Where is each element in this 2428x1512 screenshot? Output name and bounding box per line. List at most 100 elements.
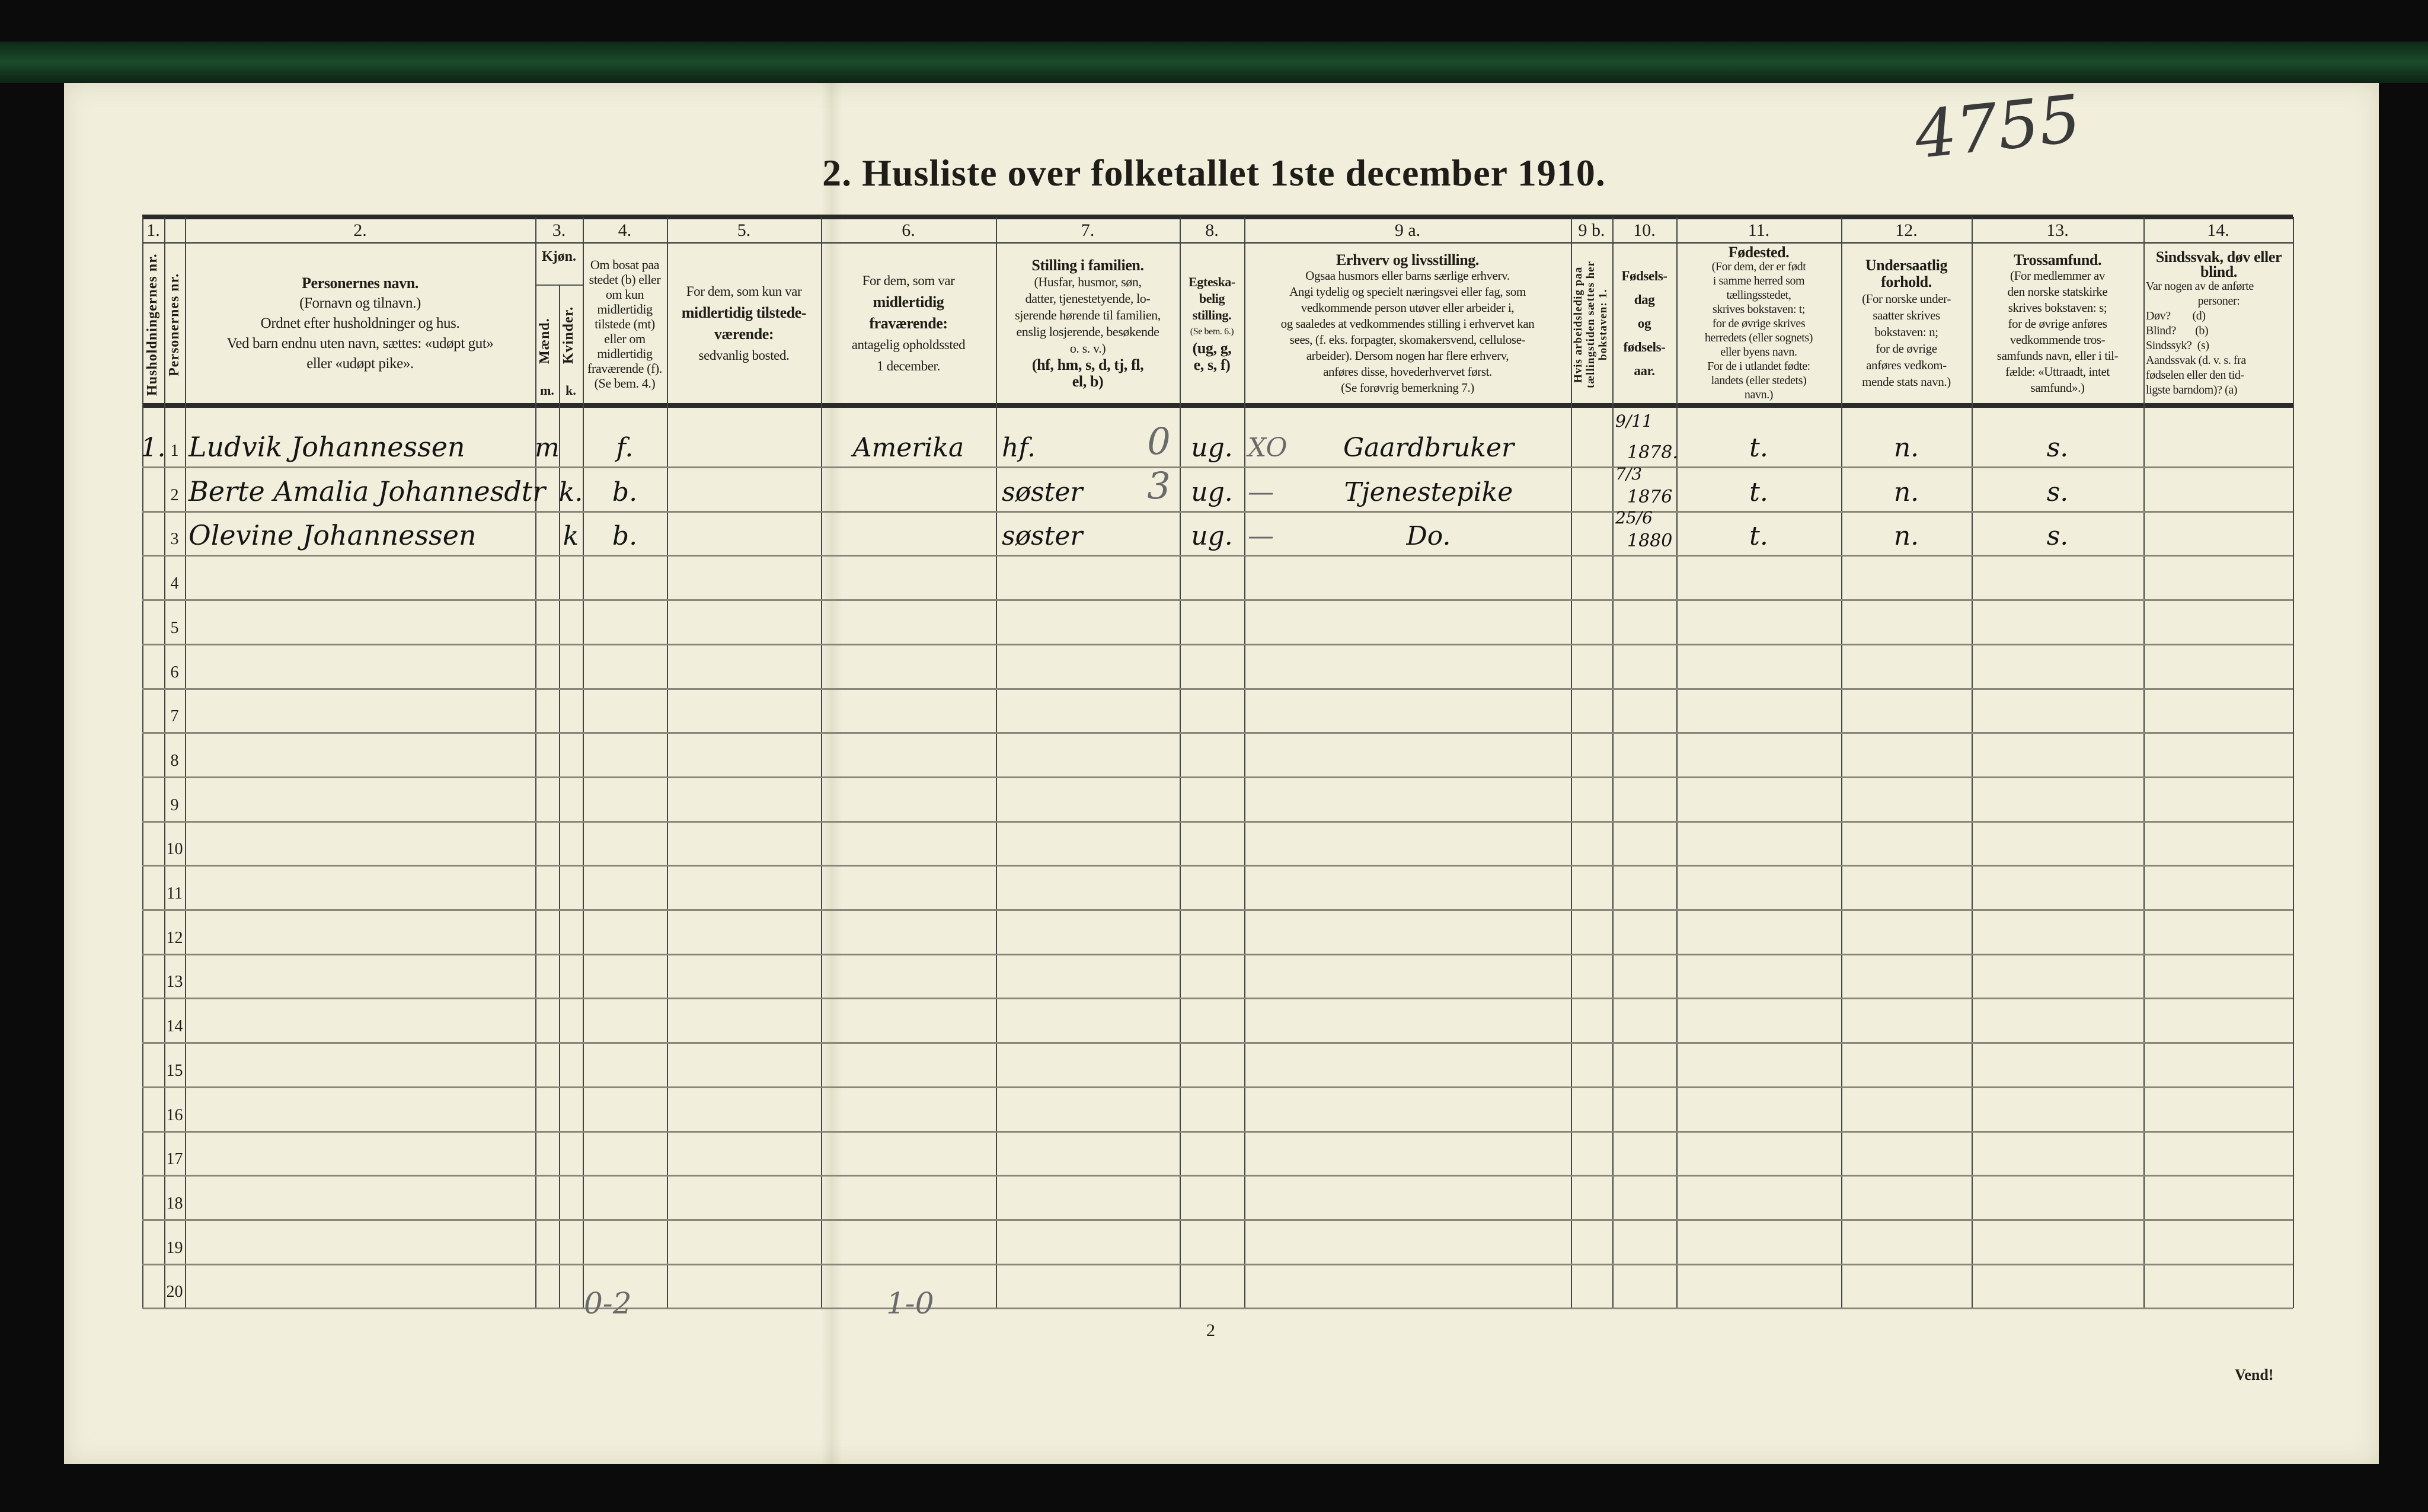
- entry-religion: s.: [2046, 477, 2069, 507]
- entry-marital: ug.: [1191, 433, 1233, 463]
- entry-birth-day: 7/3: [1615, 463, 1643, 484]
- row-number: 17: [166, 1150, 183, 1169]
- col-11-line: navn.): [1744, 388, 1774, 401]
- entry-m: m: [535, 433, 560, 463]
- col-12-line: mende stats navn.): [1862, 375, 1951, 389]
- entry-family-mark: 3: [1147, 463, 1171, 507]
- entry-k: k.: [558, 477, 583, 507]
- col-6-header: For dem, som var midlertidig fraværende:…: [821, 244, 996, 403]
- row-rule: [142, 510, 2293, 513]
- col-10-line: dag: [1634, 292, 1655, 307]
- entry-temp-absent: Amerika: [852, 433, 964, 463]
- turn-over-note: Vend!: [2235, 1366, 2274, 1383]
- col-13-line: for de øvrige anføres: [2008, 316, 2107, 331]
- column-divider: [1612, 217, 1614, 1308]
- entry-family-mark: 0: [1147, 420, 1171, 463]
- row-rule: [142, 820, 2293, 823]
- col-7-line: el, b): [1072, 373, 1104, 390]
- col-5-line: midlertidig tilstede-: [681, 304, 807, 321]
- col-9a-line: anføres disse, hovederhvervet først.: [1323, 364, 1492, 379]
- census-form-page: [64, 83, 2379, 1464]
- column-divider: [1571, 217, 1572, 1308]
- col-7-title: Stilling i familien.: [1031, 257, 1144, 274]
- entry-occupation: Tjenestepike: [1344, 477, 1513, 507]
- row-rule: [142, 1219, 2293, 1221]
- col-7-line: datter, tjenestetyende, lo-: [1025, 291, 1151, 306]
- row-rule: [142, 1130, 2293, 1133]
- col-6-line: midlertidig: [873, 293, 944, 311]
- row-rule: [142, 732, 2293, 734]
- col-5-line: For dem, som kun var: [686, 284, 802, 299]
- col-13-line: fælde: «Uttraadt, intet: [2005, 364, 2110, 379]
- col-11-line: for de øvrige skrives: [1712, 317, 1806, 330]
- col-1-number: 1.: [146, 220, 160, 240]
- pencil-total-1: 0-2: [584, 1286, 632, 1321]
- entry-occupation-mark: XO: [1248, 433, 1288, 463]
- col-11-line: eller byens navn.: [1720, 346, 1797, 359]
- entry-k: k: [563, 521, 579, 552]
- col-7-number: 7.: [1081, 220, 1095, 240]
- entry-religion: s.: [2046, 433, 2069, 463]
- col-12-line: bokstaven: n;: [1874, 325, 1938, 339]
- col-10-number: 10.: [1633, 220, 1656, 240]
- col-10-line: fødsels-: [1623, 340, 1666, 354]
- col-9b-header: Hvis arbeidsledig paa tællingstiden sætt…: [1572, 260, 1609, 389]
- col-3-women-header: Kvinder.: [561, 306, 576, 364]
- col-9a-header: Erhverv og livsstilling. Ogsaa husmors e…: [1244, 244, 1571, 403]
- entry-family-position: søster: [1002, 521, 1083, 552]
- row-number: 2: [170, 485, 179, 504]
- col-9a-line: og saaledes at vedkommendes stilling i e…: [1280, 316, 1535, 331]
- entry-family-position: søster: [1002, 477, 1083, 507]
- col-11-line: i samme herred som: [1713, 274, 1805, 287]
- column-divider: [185, 217, 186, 1308]
- col-14-line: fødselen eller den tid-: [2146, 369, 2244, 382]
- pencil-total-2: 1-0: [886, 1286, 934, 1321]
- entry-citizenship: n.: [1893, 521, 1919, 552]
- col-11-header: Fødested. (For dem, der er født i samme …: [1676, 244, 1841, 403]
- col-8-number: 8.: [1205, 220, 1219, 240]
- entry-residence: f.: [616, 433, 634, 463]
- row-number: 18: [166, 1194, 183, 1213]
- col-6-line: fraværende:: [869, 315, 948, 332]
- row-number: 10: [166, 840, 183, 859]
- column-divider: [821, 217, 822, 1308]
- column-divider: [2143, 217, 2145, 1308]
- col-12-title: Undersaatlig forhold.: [1865, 257, 1948, 290]
- page-number: 2: [1206, 1321, 1215, 1340]
- entry-citizenship: n.: [1893, 477, 1919, 507]
- col-13-line: samfund».): [2030, 380, 2085, 395]
- col-13-number: 13.: [2046, 220, 2069, 240]
- col-13-line: skrives bokstaven: s;: [2008, 300, 2107, 315]
- col-9a-line: arbeider). Dersom nogen har flere erhver…: [1306, 348, 1509, 363]
- col-3-number: 3.: [552, 220, 566, 240]
- col-13-header: Trossamfund. (For medlemmer av den norsk…: [1972, 244, 2143, 403]
- row-number: 5: [170, 618, 179, 637]
- row-number: 3: [170, 530, 179, 549]
- col-14-line: Var nogen av de anførte: [2146, 280, 2254, 293]
- row-number: 11: [167, 884, 183, 903]
- row-rule: [142, 1042, 2293, 1044]
- column-divider: [1244, 217, 1245, 1308]
- col-12-line: (For norske under-: [1862, 292, 1951, 306]
- col-4-header: Om bosat paa stedet (b) eller om kun mid…: [587, 257, 662, 391]
- entry-birth-year: 1880: [1627, 530, 1673, 552]
- col-12-line: anføres vedkom-: [1866, 358, 1947, 372]
- entry-birthplace: t.: [1749, 433, 1768, 463]
- row-number: 9: [170, 795, 179, 814]
- header-bottom-rule: [142, 403, 2293, 408]
- col-8-title: Egteska-belig stilling.: [1189, 274, 1235, 322]
- col-3-men-header: Mænd.: [537, 318, 552, 364]
- col-14-line: Aandssvak (d. v. s. fra: [2146, 354, 2246, 367]
- col-2-line: Ved barn endnu uten navn, sættes: «udøpt…: [226, 335, 494, 351]
- col-14-line: Sindssyk? (s): [2146, 339, 2209, 352]
- col-6-line: For dem, som var: [862, 273, 955, 288]
- row-rule: [142, 865, 2293, 867]
- col-5-number: 5.: [737, 220, 751, 240]
- col-5-line: værende:: [714, 325, 774, 343]
- col-12-number: 12.: [1895, 220, 1918, 240]
- col-11-number: 11.: [1747, 220, 1770, 240]
- col-2-header: Personernes navn. (Fornavn og tilnavn.) …: [185, 244, 535, 403]
- col-11-line: For de i utlandet fødte:: [1707, 360, 1810, 373]
- col-13-line: (For medlemmer av: [2010, 268, 2105, 283]
- col-9a-title: Erhverv og livsstilling.: [1336, 251, 1480, 268]
